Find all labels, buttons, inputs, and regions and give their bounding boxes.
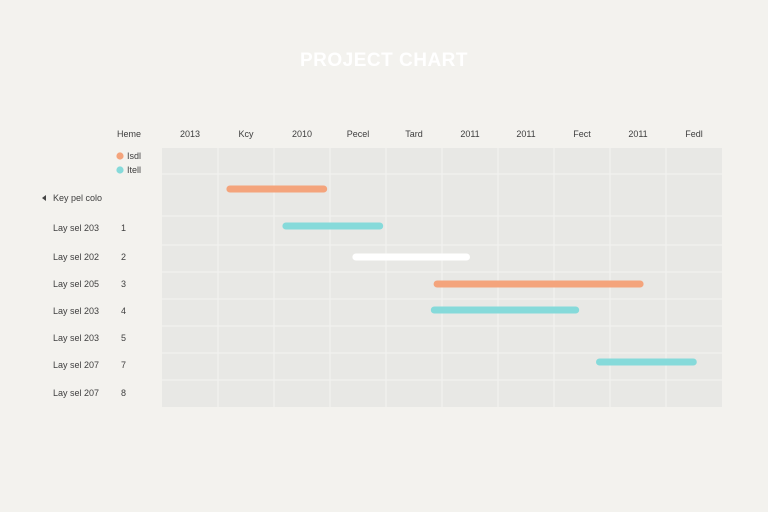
task-bar — [433, 280, 644, 288]
task-bar — [430, 306, 580, 314]
legend-swatch — [116, 152, 124, 160]
row-index: 7 — [121, 360, 126, 370]
row-label: Lay sel 203 — [53, 223, 99, 233]
column-header-label: Kcy — [238, 129, 254, 139]
row-index: 4 — [121, 306, 126, 316]
column-header-label: 2010 — [292, 129, 312, 139]
legend-label: Itell — [127, 165, 141, 175]
task-bar — [282, 222, 384, 230]
column-header-label: Pecel — [347, 129, 370, 139]
column-header-label: Fedl — [685, 129, 703, 139]
row-label: Lay sel 205 — [53, 279, 99, 289]
row-label: Key pel colo — [53, 193, 102, 203]
row-label: Lay sel 207 — [53, 360, 99, 370]
column-header-label: Fect — [573, 129, 591, 139]
task-bar — [352, 253, 470, 261]
legend-swatch — [116, 166, 124, 174]
column-header-label: Tard — [405, 129, 423, 139]
row-label: Lay sel 202 — [53, 252, 99, 262]
row-index: 5 — [121, 333, 126, 343]
row-index: 2 — [121, 252, 126, 262]
row-label: Lay sel 203 — [53, 333, 99, 343]
row-index: 1 — [121, 223, 126, 233]
legend-label: Isdl — [127, 151, 141, 161]
chart-title: PROJECT CHART — [299, 50, 468, 71]
column-header-label: 2013 — [180, 129, 200, 139]
row-label: Lay sel 203 — [53, 306, 99, 316]
row-index: 3 — [121, 279, 126, 289]
column-header-label: 2011 — [516, 129, 535, 139]
row-label: Lay sel 207 — [53, 388, 99, 398]
row-index: 8 — [121, 388, 126, 398]
task-bar — [226, 185, 328, 193]
column-header-label: 2011 — [628, 129, 647, 139]
collapse-marker-icon — [42, 195, 46, 201]
task-bar — [596, 358, 697, 366]
column-header-left: Heme — [117, 129, 141, 139]
column-header-label: 2011 — [460, 129, 479, 139]
